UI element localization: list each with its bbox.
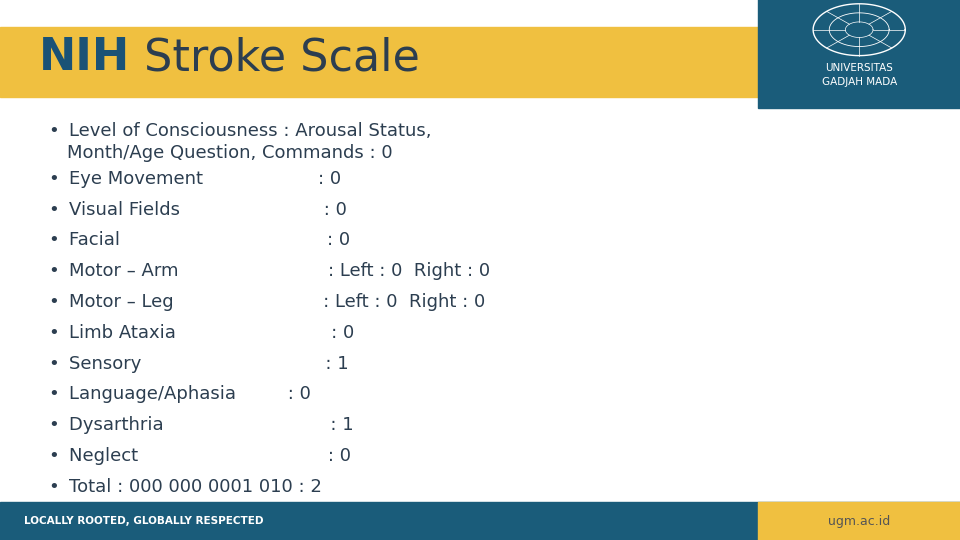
Text: •: • — [48, 122, 59, 139]
Bar — [0, 27, 960, 97]
Text: NIH: NIH — [38, 36, 130, 79]
Text: Limb Ataxia                           : 0: Limb Ataxia : 0 — [69, 323, 354, 342]
Text: •: • — [48, 262, 59, 280]
Text: •: • — [48, 385, 59, 403]
Bar — [0, 502, 960, 540]
Text: Level of Consciousness : Arousal Status,: Level of Consciousness : Arousal Status, — [69, 122, 432, 139]
Text: ugm.ac.id: ugm.ac.id — [828, 515, 890, 528]
Text: •: • — [48, 447, 59, 465]
Text: Language/Aphasia         : 0: Language/Aphasia : 0 — [69, 385, 311, 403]
Text: Dysarthria                             : 1: Dysarthria : 1 — [69, 416, 353, 434]
Text: •: • — [48, 200, 59, 219]
Text: •: • — [48, 416, 59, 434]
Text: UNIVERSITAS
GADJAH MADA: UNIVERSITAS GADJAH MADA — [822, 63, 897, 86]
Text: Total : 000 000 0001 010 : 2: Total : 000 000 0001 010 : 2 — [69, 477, 322, 496]
Bar — [758, 0, 960, 108]
Text: Visual Fields                         : 0: Visual Fields : 0 — [69, 200, 347, 219]
Text: •: • — [48, 323, 59, 342]
Text: Motor – Arm                          : Left : 0  Right : 0: Motor – Arm : Left : 0 Right : 0 — [69, 262, 491, 280]
Text: Neglect                                 : 0: Neglect : 0 — [69, 447, 351, 465]
Text: Facial                                    : 0: Facial : 0 — [69, 231, 350, 249]
Text: LOCALLY ROOTED, GLOBALLY RESPECTED: LOCALLY ROOTED, GLOBALLY RESPECTED — [24, 516, 263, 526]
Text: Eye Movement                    : 0: Eye Movement : 0 — [69, 170, 341, 188]
Text: •: • — [48, 293, 59, 311]
Text: •: • — [48, 231, 59, 249]
Text: •: • — [48, 477, 59, 496]
Bar — [758, 502, 960, 540]
Text: •: • — [48, 354, 59, 373]
Text: Sensory                                : 1: Sensory : 1 — [69, 354, 348, 373]
Text: Month/Age Question, Commands : 0: Month/Age Question, Commands : 0 — [67, 144, 393, 161]
Text: Stroke Scale: Stroke Scale — [130, 36, 420, 79]
Text: Motor – Leg                          : Left : 0  Right : 0: Motor – Leg : Left : 0 Right : 0 — [69, 293, 486, 311]
Text: •: • — [48, 170, 59, 188]
